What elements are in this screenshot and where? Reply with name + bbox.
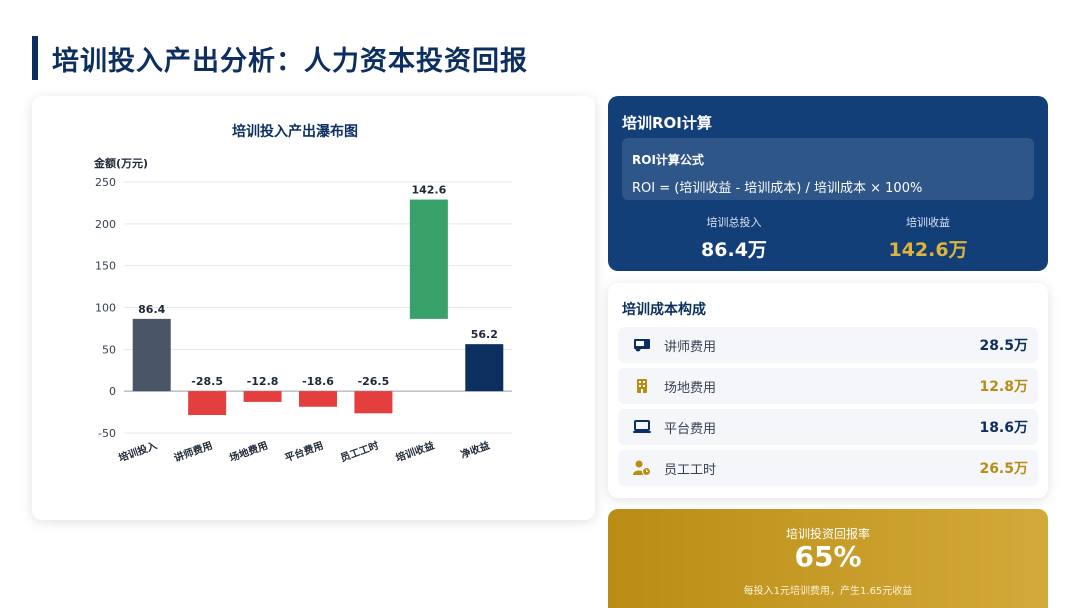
- cost-breakdown-card: 培训成本构成 讲师费用 28.5万 场地费用 12.8万 平台费用 18.6万 …: [608, 283, 1048, 498]
- total-invest-value: 86.4万: [701, 239, 767, 261]
- formula-label: ROI计算公式: [632, 153, 704, 167]
- gain-stat: 培训收益 142.6万: [838, 214, 1018, 262]
- cost-name: 员工工时: [664, 462, 717, 478]
- data-label: 56.2: [471, 328, 498, 341]
- gain-label: 培训收益: [906, 216, 950, 229]
- x-tick-label: 员工工时: [338, 439, 380, 465]
- gain-value: 142.6万: [888, 239, 968, 261]
- y-tick-label: 200: [95, 218, 116, 231]
- total-invest-stat: 培训总投入 86.4万: [644, 214, 824, 262]
- cost-value: 26.5万: [979, 461, 1028, 477]
- y-tick-label: 150: [95, 260, 116, 273]
- y-tick-label: 50: [102, 343, 116, 356]
- page-title: 培训投入产出分析：人力资本投资回报: [52, 45, 528, 77]
- bar: [465, 344, 504, 392]
- x-tick-label: 净收益: [459, 439, 492, 461]
- building-icon: [628, 378, 656, 394]
- cost-row-staff-hours: 员工工时 26.5万: [618, 450, 1038, 486]
- rate-value: 65%: [794, 540, 862, 573]
- cost-row-platform: 平台费用 18.6万: [618, 409, 1038, 445]
- roi-rate-card: 培训投资回报率 65% 每投入1元培训费用，产生1.65元收益: [608, 509, 1048, 608]
- total-invest-label: 培训总投入: [706, 216, 762, 229]
- y-tick-label: 250: [95, 176, 116, 189]
- bar: [409, 199, 448, 319]
- cost-value: 18.6万: [979, 420, 1028, 436]
- x-tick-label: 场地费用: [228, 439, 270, 465]
- laptop-icon: [628, 420, 656, 434]
- roi-card: 培训ROI计算 ROI计算公式 ROI = (培训收益 - 培训成本) / 培训…: [608, 96, 1048, 271]
- y-axis-label: 金额(万元): [93, 156, 148, 170]
- data-label: -18.6: [302, 375, 334, 388]
- y-tick-label: 100: [95, 302, 116, 315]
- y-tick-label: -50: [98, 427, 116, 440]
- rate-note: 每投入1元培训费用，产生1.65元收益: [743, 586, 913, 597]
- cost-value: 12.8万: [979, 379, 1028, 395]
- cost-title: 培训成本构成: [622, 302, 706, 318]
- page-header: 培训投入产出分析：人力资本投资回报: [32, 36, 528, 80]
- cost-name: 讲师费用: [664, 339, 717, 355]
- cost-value: 28.5万: [979, 338, 1028, 354]
- x-tick-label: 平台费用: [283, 439, 325, 465]
- formula-text: ROI = (培训收益 - 培训成本) / 培训成本 × 100%: [632, 181, 923, 196]
- formula-box: ROI计算公式 ROI = (培训收益 - 培训成本) / 培训成本 × 100…: [622, 138, 1034, 200]
- data-label: 86.4: [138, 303, 165, 316]
- teacher-icon: [628, 338, 656, 352]
- data-label: -26.5: [358, 375, 390, 388]
- title-accent-bar: [32, 36, 38, 80]
- x-tick-label: 培训投入: [117, 439, 159, 465]
- data-label: 142.6: [411, 184, 446, 197]
- cost-name: 平台费用: [664, 421, 717, 437]
- bar: [243, 391, 282, 402]
- x-tick-label: 培训收益: [394, 439, 436, 465]
- user-clock-icon: [628, 460, 656, 476]
- data-label: -28.5: [191, 375, 223, 388]
- y-tick-label: 0: [109, 385, 116, 398]
- bar: [132, 318, 171, 392]
- cost-row-venue: 场地费用 12.8万: [618, 368, 1038, 404]
- bar: [299, 391, 337, 407]
- roi-title: 培训ROI计算: [622, 114, 712, 132]
- x-tick-label: 讲师费用: [172, 439, 214, 465]
- cost-row-teacher: 讲师费用 28.5万: [618, 327, 1038, 363]
- bar: [188, 391, 227, 416]
- data-label: -12.8: [247, 375, 279, 388]
- bar: [354, 391, 393, 414]
- waterfall-chart-card: 培训投入产出瀑布图金额(万元) 250 200 150 100 50 0 -50 86.4 培训投…: [32, 96, 595, 520]
- chart-title: 培训投入产出瀑布图: [232, 123, 358, 140]
- cost-name: 场地费用: [664, 380, 717, 396]
- rate-label: 培训投资回报率: [785, 527, 870, 541]
